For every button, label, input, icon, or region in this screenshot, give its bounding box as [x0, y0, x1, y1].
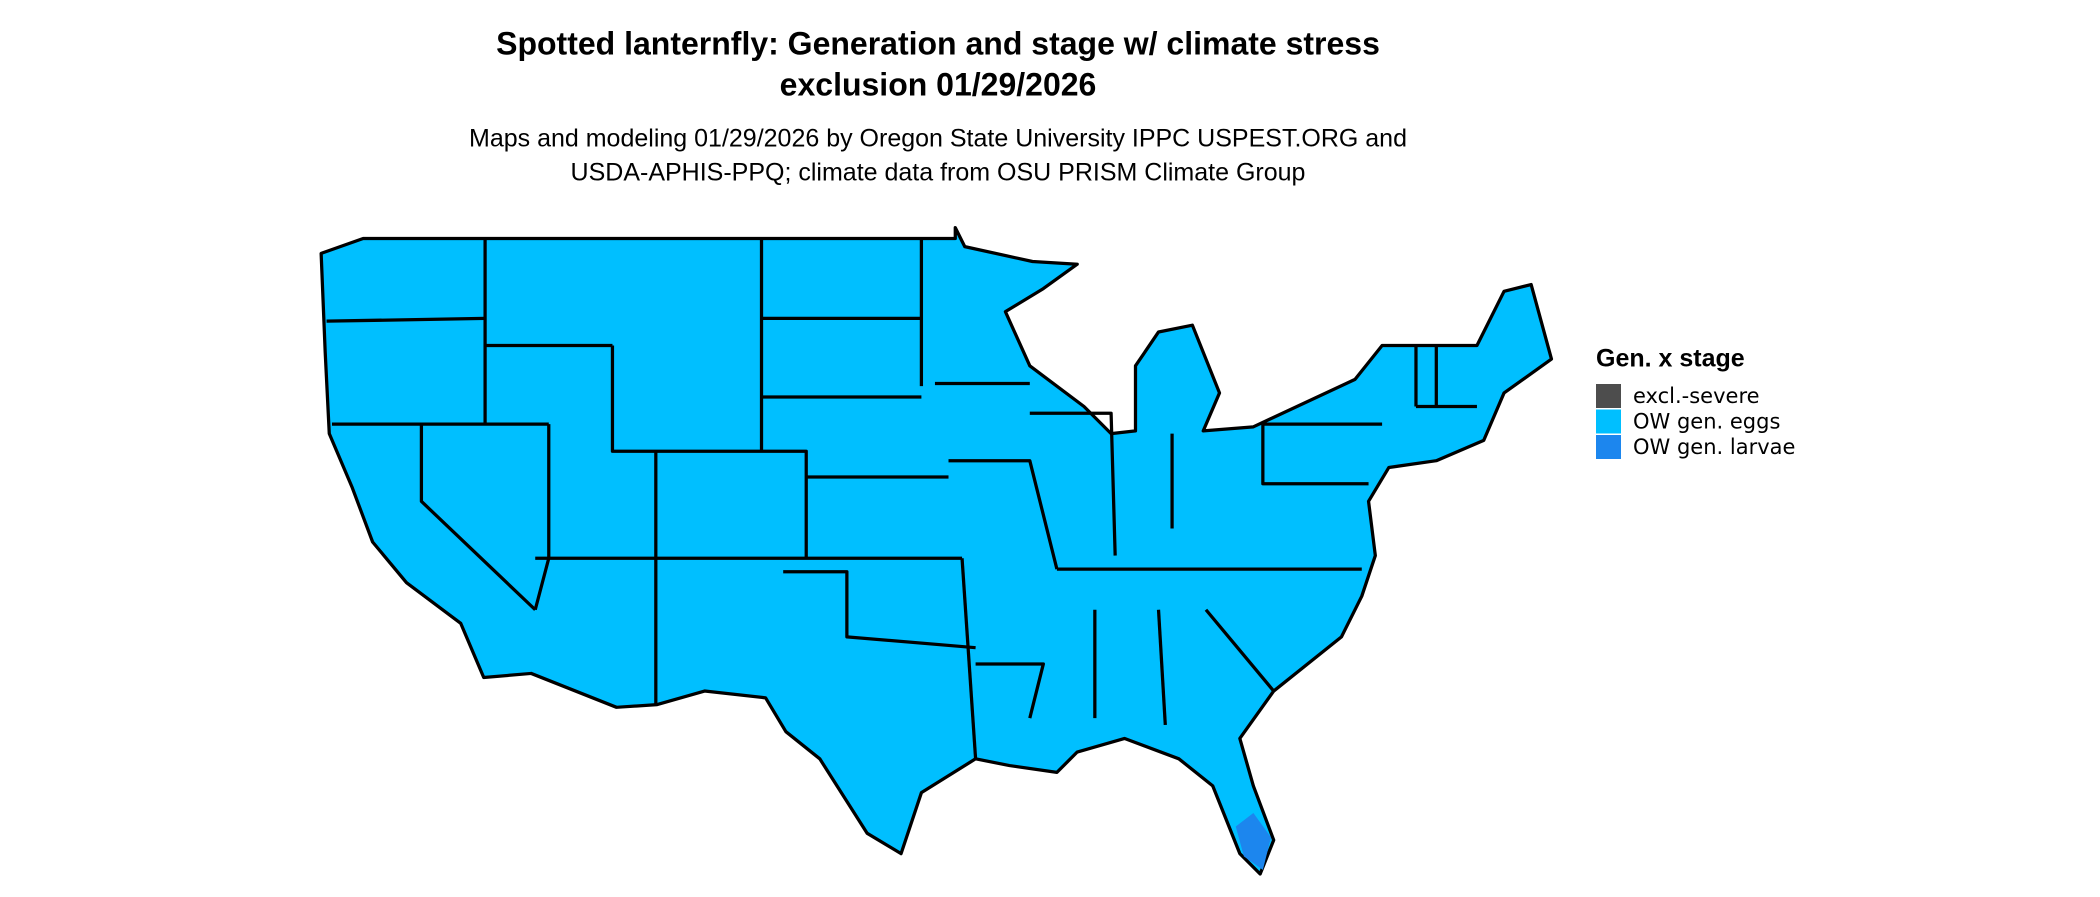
legend-swatch: [1596, 435, 1621, 459]
us-map: [319, 226, 1554, 876]
title: Spotted lanternfly: Generation and stage…: [496, 25, 1380, 61]
subtitle: Maps and modeling 01/29/2026 by Oregon S…: [469, 125, 1407, 153]
legend-label: OW gen. larvae: [1633, 435, 1795, 459]
subtitle: USDA-APHIS-PPQ; climate data from OSU PR…: [571, 159, 1306, 187]
title: exclusion 01/29/2026: [780, 66, 1097, 102]
legend-swatch: [1596, 384, 1621, 408]
conus-region: [319, 226, 1554, 876]
larvae-region: [1235, 813, 1271, 870]
legend-title: Gen. x stage: [1596, 345, 1745, 373]
legend-label: OW gen. eggs: [1633, 410, 1780, 434]
legend-label: excl.-severe: [1633, 384, 1760, 408]
legend-swatch: [1596, 409, 1621, 434]
state-borders: [326, 238, 1477, 759]
